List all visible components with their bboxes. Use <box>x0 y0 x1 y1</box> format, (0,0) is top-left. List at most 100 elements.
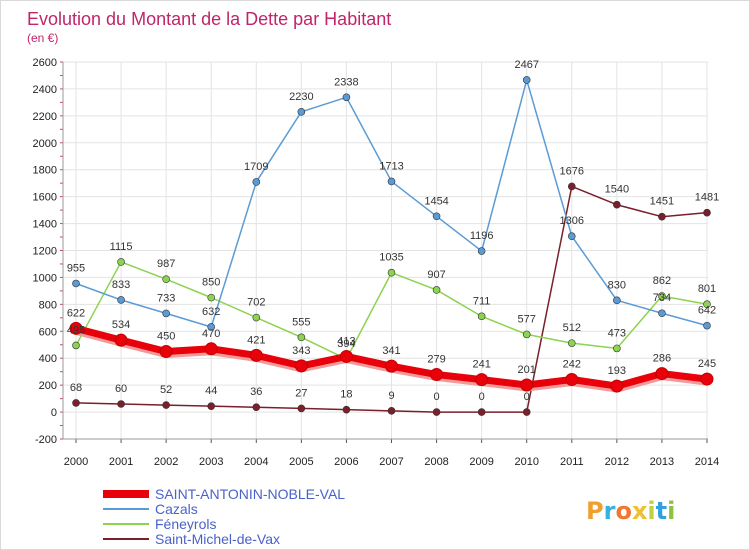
data-point <box>294 359 308 373</box>
x-tick-label: 2003 <box>199 456 223 468</box>
data-point <box>342 93 351 102</box>
x-tick-label: 2009 <box>469 456 493 468</box>
data-point <box>703 321 711 330</box>
data-point <box>204 342 218 356</box>
data-label: 9 <box>388 390 394 402</box>
data-point <box>522 330 531 339</box>
x-tick-label: 2000 <box>64 456 88 468</box>
data-label: 907 <box>427 269 445 281</box>
data-label: 801 <box>698 283 716 295</box>
data-point <box>387 268 396 277</box>
x-tick-label: 2002 <box>154 456 178 468</box>
data-label: 2467 <box>514 59 538 71</box>
data-label: 512 <box>563 322 581 334</box>
data-point <box>252 178 261 186</box>
data-point <box>567 232 576 241</box>
data-point <box>207 323 216 331</box>
data-label: 470 <box>202 328 220 340</box>
data-point <box>387 177 396 186</box>
data-point <box>567 339 576 347</box>
y-tick-label: 2600 <box>33 57 57 69</box>
data-point <box>610 379 624 393</box>
data-label: 622 <box>67 307 85 319</box>
data-point <box>475 373 489 387</box>
data-label: 1115 <box>110 241 133 253</box>
legend-label: Féneyrols <box>155 516 216 532</box>
data-point <box>565 372 579 386</box>
data-point <box>430 368 444 382</box>
data-point <box>162 309 170 318</box>
y-tick-label: 800 <box>39 299 57 311</box>
data-point <box>658 292 666 300</box>
y-tick-label: 600 <box>39 326 57 338</box>
data-label: 495 <box>67 324 85 336</box>
series-0 <box>69 321 714 393</box>
data-point <box>252 403 261 412</box>
legend-label: Cazals <box>155 501 198 517</box>
data-point <box>162 275 170 283</box>
data-point <box>567 182 576 191</box>
x-tick-label: 2014 <box>695 456 719 468</box>
data-label: 555 <box>292 316 310 328</box>
data-label: 987 <box>157 258 175 270</box>
data-label: 1481 <box>695 192 719 204</box>
x-tick-label: 2001 <box>109 456 133 468</box>
data-label: 1035 <box>379 252 403 264</box>
data-label: 1306 <box>560 215 584 227</box>
data-point <box>252 313 261 322</box>
data-point <box>385 359 398 373</box>
y-tick-label: 1000 <box>33 272 57 284</box>
y-tick-label: 1800 <box>33 165 57 177</box>
data-point <box>613 344 621 353</box>
series-3 <box>72 182 711 416</box>
data-label: 241 <box>472 359 490 371</box>
data-point <box>117 258 125 266</box>
data-label: 341 <box>382 345 400 357</box>
y-tick-label: 0 <box>51 407 57 419</box>
data-point <box>297 333 306 342</box>
y-tick-label: 2200 <box>33 111 57 123</box>
y-tick-label: 2400 <box>33 84 57 96</box>
series-2 <box>72 258 711 363</box>
data-label: 343 <box>292 345 310 357</box>
x-tick-label: 2012 <box>605 456 629 468</box>
data-point <box>162 401 170 409</box>
data-point <box>613 296 621 305</box>
y-tick-label: 2000 <box>33 138 57 150</box>
y-tick-label: 400 <box>39 353 57 365</box>
x-tick-label: 2007 <box>379 456 403 468</box>
data-label: 734 <box>653 292 671 304</box>
x-tick-label: 2006 <box>334 456 358 468</box>
data-label: 52 <box>160 384 172 396</box>
y-tick-label: 1600 <box>33 192 57 204</box>
data-label: 193 <box>608 365 626 377</box>
x-tick-label: 2008 <box>424 456 448 468</box>
data-point <box>297 404 306 413</box>
chart-title: Evolution du Montant de la Dette par Hab… <box>27 9 391 29</box>
data-point <box>339 349 353 363</box>
data-point <box>159 344 173 358</box>
axes: -200020040060080010001200140016001800200… <box>33 57 720 468</box>
x-tick-label: 2011 <box>560 456 584 468</box>
data-label: 27 <box>295 387 307 399</box>
data-point <box>114 333 128 347</box>
data-label: 421 <box>247 334 265 346</box>
data-label: 534 <box>112 319 130 331</box>
data-point <box>703 208 711 217</box>
data-point <box>117 296 125 304</box>
legend-label: Saint-Michel-de-Vax <box>155 531 280 547</box>
y-tick-label: 200 <box>39 380 57 392</box>
data-point <box>700 372 714 386</box>
chart-subtitle: (en €) <box>27 31 58 45</box>
legend-label: SAINT-ANTONIN-NOBLE-VAL <box>155 486 345 502</box>
grid <box>63 61 708 440</box>
x-tick-label: 2010 <box>514 456 538 468</box>
data-label: 245 <box>698 358 716 370</box>
y-tick-label: -200 <box>35 434 57 446</box>
data-point <box>387 407 396 415</box>
data-label: 44 <box>205 385 217 397</box>
data-label: 0 <box>524 391 530 403</box>
data-point <box>432 408 441 416</box>
